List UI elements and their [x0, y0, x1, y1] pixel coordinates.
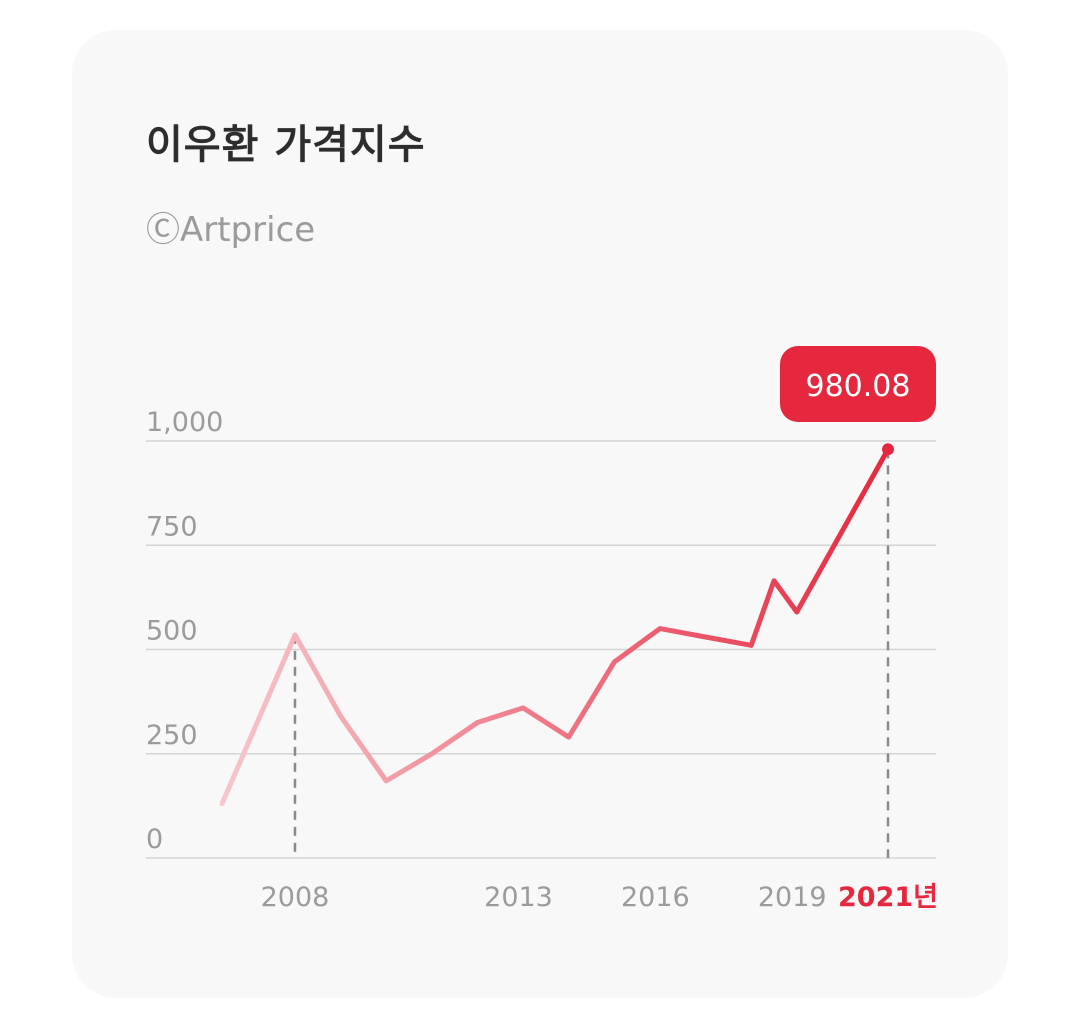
chart-title: 이우환 가격지수 [146, 122, 426, 168]
grid-lines [146, 440, 936, 859]
x-tick-label: 2016 [621, 882, 690, 913]
y-tick-label: 1,000 [146, 407, 223, 438]
y-tick-label: 500 [146, 616, 198, 647]
series-line [219, 446, 891, 807]
y-tick-label: 250 [146, 720, 198, 751]
source-credit: ⒸArtprice [146, 210, 316, 250]
x-tick-label: 2008 [261, 882, 330, 913]
series-line-path [219, 446, 891, 807]
x-tick-label: 2013 [484, 882, 553, 913]
value-badge [780, 346, 936, 422]
guide-lines [293, 449, 890, 858]
value-callout: 980.08 [780, 346, 936, 456]
x-tick-label: 2019 [758, 882, 827, 913]
end-point [882, 443, 894, 456]
x-axis-ticks: 2008 2013 2016 2019 2021년 [261, 882, 938, 913]
y-tick-label: 0 [146, 824, 163, 855]
x-tick-label: 2021년 [838, 882, 938, 913]
value-badge-label: 980.08 [806, 369, 911, 404]
y-tick-label: 750 [146, 511, 198, 542]
y-axis-ticks: 0 250 500 750 1,000 [146, 407, 223, 855]
